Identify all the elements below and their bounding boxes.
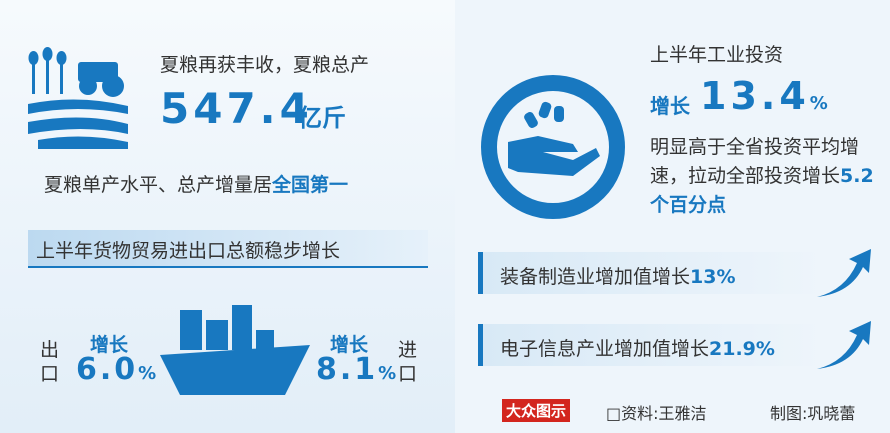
note-text: 明显高于全省投资平均增速，拉动全部投资增长 <box>650 136 859 187</box>
rank-text: 夏粮单产水平、总产增量居 <box>44 174 272 196</box>
industry-value: 13% <box>690 266 735 288</box>
import-unit: % <box>378 363 399 384</box>
investment-number: 13.4 <box>700 74 810 118</box>
import-label: 进口 <box>398 338 418 386</box>
logo: 大众图示 <box>502 399 570 422</box>
trade-title: 上半年货物贸易进出口总额稳步增长 <box>36 236 340 263</box>
export-unit: % <box>138 363 159 384</box>
source: □资料:王雅洁 <box>606 400 707 424</box>
investment-note: 明显高于全省投资平均增速，拉动全部投资增长5.2个百分点 <box>650 133 885 220</box>
industry-row: 电子信息产业增加值增长21.9% <box>500 334 775 361</box>
import-value: 8.1% <box>316 352 399 387</box>
harvest-amount: 547.4 <box>160 84 313 133</box>
industry-row: 装备制造业增加值增长13% <box>500 262 736 289</box>
industry-label: 装备制造业增加值增长 <box>500 266 690 288</box>
investment-title: 上半年工业投资 <box>650 40 783 67</box>
harvest-icon <box>28 44 138 149</box>
arrow-icon <box>815 317 875 372</box>
harvest-rank: 夏粮单产水平、总产增量居全国第一 <box>44 170 348 197</box>
rank-highlight: 全国第一 <box>272 174 348 196</box>
ship-icon <box>160 300 310 400</box>
arrow-icon <box>815 245 875 300</box>
harvest-unit: 亿斤 <box>298 98 346 133</box>
harvest-intro: 夏粮再获丰收，夏粮总产 <box>160 50 369 77</box>
investment-icon <box>478 72 628 222</box>
investment-unit: % <box>810 93 832 114</box>
export-number: 6.0 <box>76 352 138 387</box>
industry-label: 电子信息产业增加值增长 <box>500 338 709 360</box>
industry-value: 21.9% <box>709 338 775 360</box>
page: {"harvest":{"intro":"夏粮再获丰收，夏粮总产","amoun… <box>0 0 890 433</box>
export-value: 6.0% <box>76 352 159 387</box>
investment-growth-label: 增长 <box>650 90 690 119</box>
investment-value: 13.4% <box>700 74 832 118</box>
export-label: 出口 <box>40 338 60 386</box>
import-number: 8.1 <box>316 352 378 387</box>
designer: 制图:巩晓蕾 <box>770 400 855 424</box>
